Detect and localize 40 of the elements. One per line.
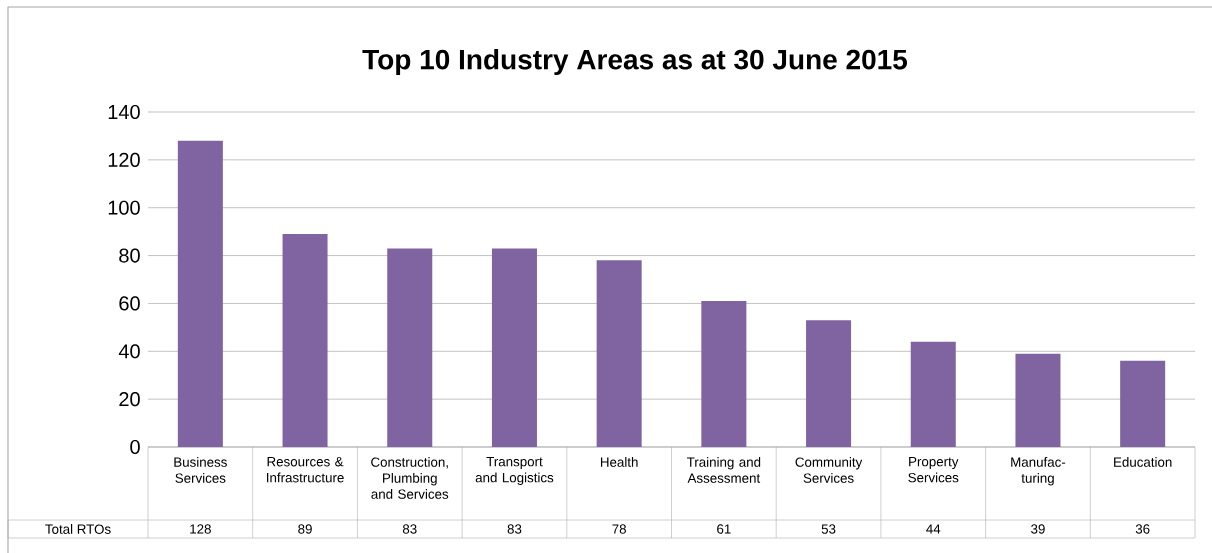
x-tick-label: Business Services <box>174 457 227 483</box>
text: Total RTOs <box>45 524 111 534</box>
x-tick-label: Manufac- turing <box>1011 457 1066 486</box>
data-label: 78 <box>612 524 626 534</box>
x-tick-label: Health <box>600 457 638 467</box>
bar <box>491 248 537 447</box>
y-tick-label: 80 <box>119 248 140 263</box>
y-tick-label: 100 <box>108 200 140 215</box>
data-label: 61 <box>717 524 731 534</box>
data-label: 44 <box>926 524 941 534</box>
data-label: 83 <box>402 524 417 534</box>
x-tick-label: Resources & Infrastructure <box>267 457 344 483</box>
x-tick-label: Construction, Plumbing and Services <box>371 457 449 499</box>
y-tick-label: 120 <box>108 152 140 167</box>
chart-title: Top 10 Industry Areas as at 30 June 2015 <box>362 48 908 76</box>
x-tick-label: Education <box>1114 457 1172 467</box>
bar <box>1015 353 1061 447</box>
y-tick-label: 140 <box>108 104 140 120</box>
bar <box>177 140 223 447</box>
data-label: 128 <box>190 524 211 534</box>
data-label: 53 <box>821 524 836 534</box>
y-tick-label: 20 <box>119 392 140 407</box>
data-label: 89 <box>298 524 312 534</box>
data-label: 39 <box>1031 524 1045 534</box>
bar <box>596 260 642 447</box>
bar <box>282 234 328 447</box>
bar <box>806 320 852 447</box>
x-tick-label: Property Services <box>908 457 959 483</box>
y-tick-label: 0 <box>130 439 140 455</box>
data-label: 36 <box>1135 524 1150 534</box>
bar <box>1120 360 1166 447</box>
bar <box>387 248 433 447</box>
x-tick-label: Community Services <box>795 457 863 483</box>
x-tick-label: Training and Assessment <box>686 457 761 483</box>
y-tick-label: 40 <box>118 344 140 359</box>
y-tick-label: 60 <box>119 296 140 311</box>
data-label: 83 <box>507 524 522 534</box>
bar <box>910 341 956 447</box>
x-tick-label: Transport and Logistics <box>475 457 554 485</box>
bar <box>701 301 747 447</box>
